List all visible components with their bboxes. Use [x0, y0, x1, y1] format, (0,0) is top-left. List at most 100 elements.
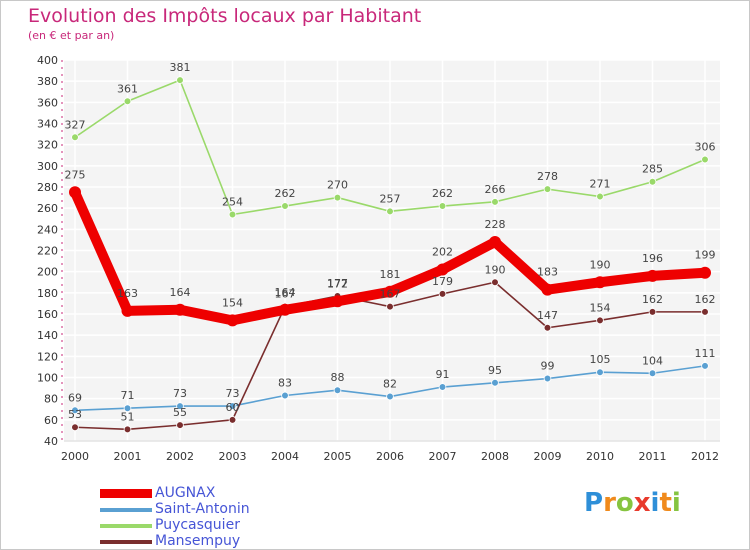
logo-letter: r [603, 488, 616, 518]
data-point [279, 303, 291, 316]
data-point [386, 302, 394, 311]
data-label: 154 [590, 301, 611, 314]
x-tick-label: 2000 [61, 450, 89, 463]
x-tick-label: 2004 [271, 450, 299, 463]
y-tick-label: 340 [37, 118, 58, 131]
legend-swatch [100, 508, 152, 512]
data-point [596, 368, 604, 377]
data-label: 266 [485, 183, 506, 196]
data-label: 88 [331, 371, 345, 384]
data-label: 55 [173, 406, 187, 419]
legend-label: Mansempuy [155, 533, 241, 549]
data-label: 183 [537, 266, 558, 279]
data-point [543, 185, 552, 193]
legend-label: AUGNAX [155, 485, 216, 501]
data-label: 164 [170, 286, 191, 299]
data-point [436, 263, 449, 276]
data-label: 82 [383, 378, 397, 391]
data-label: 181 [380, 268, 401, 281]
logo-letter: P [584, 488, 604, 518]
data-point [123, 404, 132, 412]
y-tick-label: 400 [37, 54, 58, 67]
data-point [648, 308, 657, 316]
data-label: 172 [327, 277, 348, 290]
data-point [71, 423, 79, 432]
y-tick-label: 380 [37, 75, 58, 88]
data-point [176, 76, 184, 84]
x-tick-label: 2008 [481, 450, 509, 463]
y-tick-label: 260 [37, 202, 58, 215]
data-label: 179 [432, 275, 453, 288]
proxiti-logo: Proxiti [584, 488, 681, 518]
data-label: 190 [485, 263, 506, 276]
data-label: 285 [642, 163, 663, 176]
data-label: 228 [485, 218, 506, 231]
data-point [281, 202, 289, 210]
legend-label: Saint-Antonin [155, 501, 250, 517]
data-label: 270 [327, 179, 348, 192]
chart-subtitle: (en € et par an) [28, 29, 115, 42]
data-point [701, 155, 709, 164]
data-point [543, 323, 552, 332]
data-point [123, 97, 132, 106]
data-label: 162 [642, 293, 663, 306]
data-label: 262 [432, 187, 453, 200]
data-point [281, 391, 289, 400]
y-tick-label: 280 [37, 181, 58, 194]
x-tick-label: 2005 [324, 450, 352, 463]
y-tick-label: 220 [37, 245, 58, 258]
data-point [228, 210, 237, 219]
y-tick-label: 320 [37, 139, 58, 152]
y-tick-label: 80 [44, 393, 58, 406]
data-label: 163 [117, 287, 138, 300]
data-label: 177 [327, 277, 348, 290]
x-tick-label: 2011 [639, 450, 667, 463]
y-tick-label: 360 [37, 96, 58, 109]
data-point [596, 316, 604, 325]
data-point [174, 303, 186, 316]
data-label: 71 [121, 389, 135, 402]
data-point [543, 374, 552, 383]
x-tick-label: 2012 [691, 450, 719, 463]
data-label: 111 [695, 347, 716, 360]
data-point [438, 383, 447, 391]
data-point [226, 314, 239, 327]
data-label: 95 [488, 364, 502, 377]
data-point [386, 207, 394, 216]
data-point [491, 278, 499, 287]
y-tick-label: 300 [37, 160, 58, 173]
data-point [701, 362, 709, 370]
data-label: 327 [65, 118, 86, 131]
x-tick-label: 2010 [586, 450, 614, 463]
data-label: 91 [436, 368, 450, 381]
data-label: 257 [380, 192, 401, 205]
data-label: 99 [541, 360, 555, 373]
data-point [489, 236, 501, 249]
data-label: 147 [537, 309, 558, 322]
data-label: 190 [590, 258, 611, 271]
x-tick-label: 2003 [219, 450, 247, 463]
data-point [331, 295, 344, 308]
y-tick-label: 60 [44, 414, 58, 427]
legend-swatch [100, 524, 152, 528]
data-point [333, 386, 342, 395]
legend-label: Puycasquier [155, 517, 240, 533]
data-label: 361 [117, 82, 138, 95]
logo-letter: i [650, 488, 660, 518]
data-point [699, 266, 711, 279]
data-label: 199 [695, 249, 716, 262]
data-point [71, 133, 79, 142]
data-label: 69 [68, 391, 82, 404]
y-tick-label: 240 [37, 223, 58, 236]
chart-title: Evolution des Impôts locaux par Habitant [28, 5, 422, 27]
data-label: 278 [537, 170, 558, 183]
data-label: 381 [170, 61, 191, 74]
data-point [121, 304, 134, 317]
data-label: 262 [275, 187, 296, 200]
data-point [438, 290, 447, 298]
logo-letter: o [615, 488, 634, 518]
data-point [541, 283, 554, 296]
x-tick-label: 2007 [429, 450, 457, 463]
data-label: 167 [380, 288, 401, 301]
